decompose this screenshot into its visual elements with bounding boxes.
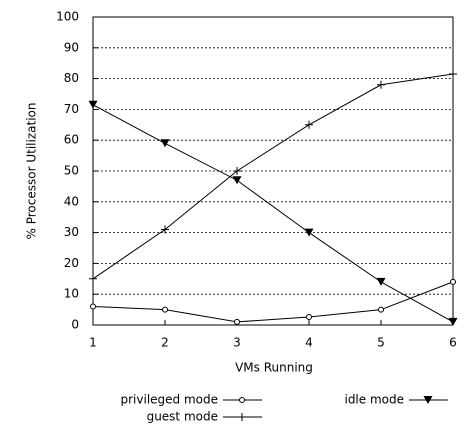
data-point — [88, 100, 98, 109]
x-tick-label: 1 — [89, 336, 97, 350]
data-point — [450, 278, 456, 285]
legend-label: idle mode — [344, 393, 404, 407]
x-axis-label: VMs Running — [235, 361, 313, 375]
data-point — [162, 306, 168, 313]
legend-label: privileged mode — [121, 393, 219, 407]
data-point — [378, 306, 384, 313]
legend-marker — [239, 397, 245, 403]
data-point — [89, 274, 97, 283]
y-tick-label: 20 — [64, 256, 79, 270]
series-line — [92, 104, 454, 323]
y-tick-label: 80 — [64, 71, 79, 85]
data-point — [304, 228, 314, 237]
series-line — [92, 281, 454, 323]
legend-marker — [423, 396, 433, 404]
y-tick-label: 70 — [64, 102, 79, 116]
y-tick-label: 40 — [64, 194, 79, 208]
y-tick-label: 60 — [64, 133, 79, 147]
x-tick-label: 5 — [377, 336, 385, 350]
y-tick-label: 50 — [64, 164, 79, 178]
x-tick-label: 2 — [161, 336, 169, 350]
x-tick-label: 3 — [233, 336, 241, 350]
y-tick-label: 0 — [71, 318, 79, 332]
y-tick-label: 100 — [56, 10, 79, 24]
x-tick-label: 6 — [449, 336, 457, 350]
data-point — [376, 277, 386, 286]
data-point — [377, 80, 385, 89]
data-point — [305, 120, 313, 129]
x-tick-label: 4 — [305, 336, 313, 350]
y-tick-label: 10 — [64, 287, 79, 301]
y-axis-label: % Processor Utilization — [25, 103, 39, 240]
legend-label: guest mode — [147, 410, 218, 424]
data-point — [90, 303, 96, 310]
legend-marker — [238, 413, 246, 421]
data-point — [233, 167, 241, 175]
data-point — [306, 313, 312, 320]
y-tick-label: 90 — [64, 40, 79, 54]
series-line — [92, 73, 454, 280]
y-tick-label: 30 — [64, 225, 79, 239]
data-point — [449, 69, 457, 78]
data-point — [160, 139, 170, 148]
data-point — [161, 225, 169, 234]
data-point — [232, 176, 242, 185]
plot-frame — [92, 16, 454, 326]
data-point — [448, 317, 458, 326]
data-point — [234, 318, 240, 325]
